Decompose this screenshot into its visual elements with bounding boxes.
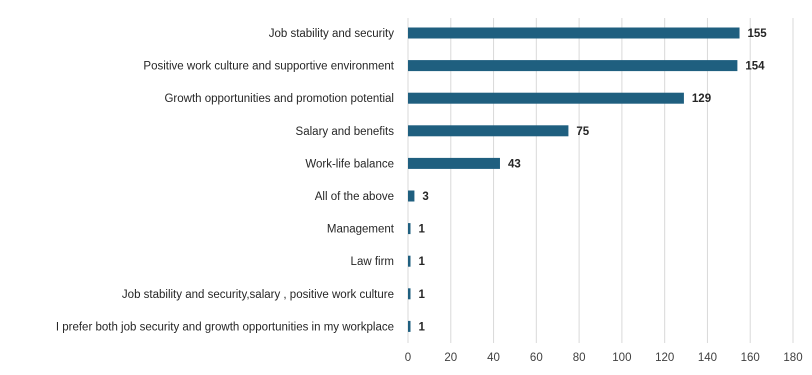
x-tick-label-120: 120 — [655, 352, 674, 364]
x-tick-label-60: 60 — [530, 352, 543, 364]
x-axis-tick-labels: 0 20 40 60 80 100 120 140 160 180 — [405, 352, 803, 364]
bar-8 — [408, 288, 411, 300]
value-label-0: 155 — [748, 28, 768, 40]
category-label-8: Job stability and security,salary , posi… — [122, 289, 394, 301]
grid-layer — [407, 18, 794, 343]
bar-0 — [408, 27, 740, 39]
bar-3 — [408, 125, 569, 137]
value-labels: 155 154 129 75 43 3 1 1 1 1 — [419, 28, 768, 333]
x-tick-label-40: 40 — [487, 352, 500, 364]
category-label-7: Law firm — [351, 256, 394, 268]
category-label-5: All of the above — [315, 191, 394, 203]
bar-9 — [408, 320, 411, 332]
bar-6 — [408, 223, 411, 235]
category-label-1: Positive work culture and supportive env… — [143, 61, 394, 73]
value-label-5: 3 — [422, 191, 428, 203]
value-label-7: 1 — [419, 256, 426, 268]
bar-5 — [408, 190, 415, 202]
category-label-3: Salary and benefits — [296, 126, 395, 138]
x-tick-label-0: 0 — [405, 352, 411, 364]
bar-1 — [408, 60, 738, 72]
value-label-1: 154 — [745, 61, 765, 73]
value-label-2: 129 — [692, 93, 711, 105]
x-tick-label-160: 160 — [741, 352, 760, 364]
category-label-6: Management — [327, 224, 395, 236]
category-labels: Job stability and security Positive work … — [56, 28, 395, 333]
bar-4 — [408, 157, 500, 169]
value-label-9: 1 — [419, 321, 426, 333]
bar-2 — [408, 92, 684, 104]
value-label-6: 1 — [419, 224, 426, 236]
bar-7 — [408, 255, 411, 267]
category-label-0: Job stability and security — [269, 28, 395, 40]
x-tick-label-180: 180 — [783, 352, 802, 364]
value-label-4: 43 — [508, 158, 521, 170]
category-label-4: Work-life balance — [305, 158, 394, 170]
value-label-8: 1 — [419, 289, 426, 301]
x-tick-label-20: 20 — [444, 352, 457, 364]
x-tick-label-140: 140 — [698, 352, 717, 364]
category-label-9: I prefer both job security and growth op… — [56, 321, 394, 333]
value-label-3: 75 — [576, 126, 589, 138]
category-label-2: Growth opportunities and promotion poten… — [164, 93, 394, 105]
x-tick-label-80: 80 — [573, 352, 586, 364]
bar-layer — [408, 27, 740, 332]
x-tick-label-100: 100 — [612, 352, 631, 364]
